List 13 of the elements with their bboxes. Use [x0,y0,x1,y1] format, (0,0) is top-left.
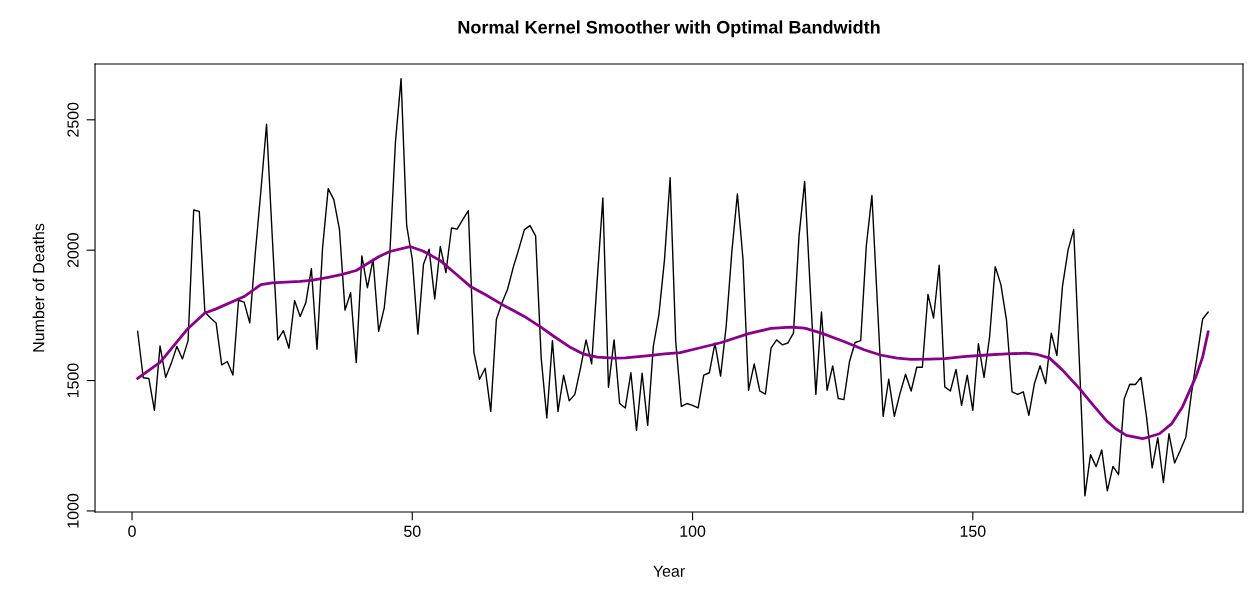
y-tick-label: 1000 [67,493,79,528]
chart-title: Normal Kernel Smoother with Optimal Bandwidth [458,20,880,38]
x-axis-title: Year [653,565,685,577]
y-axis-title: Number of Deaths [32,223,45,352]
x-tick-label: 100 [680,525,706,537]
x-tick-label: 50 [404,525,421,537]
y-tick-label: 2000 [67,233,79,268]
x-tick-label: 0 [128,525,136,537]
line-series [136,245,1210,441]
line-series [136,77,1209,497]
x-tick-label: 150 [960,525,986,537]
y-tick-label: 2500 [67,102,79,137]
y-tick-label: 1500 [67,363,79,398]
